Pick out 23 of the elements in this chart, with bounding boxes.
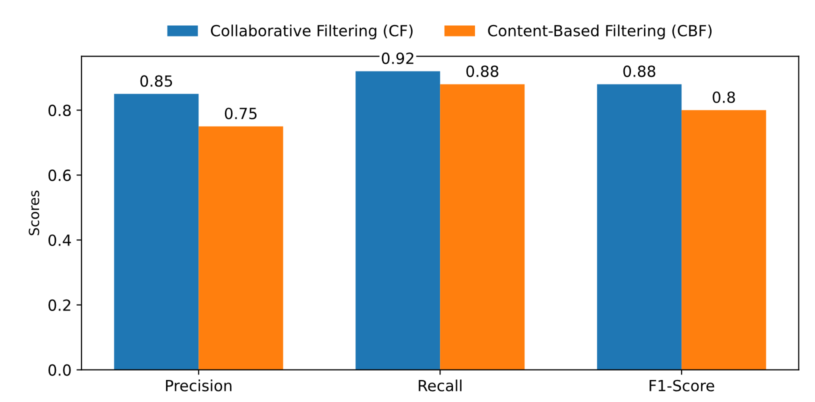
data-label: 0.8	[712, 91, 735, 104]
legend-label: Content-Based Filtering (CBF)	[488, 24, 712, 40]
bar	[440, 84, 525, 370]
y-tick-label: 0.6	[48, 170, 71, 182]
bar	[356, 71, 440, 370]
y-tick-label: 0.0	[48, 364, 71, 376]
bar	[198, 126, 284, 370]
data-label: 0.85	[140, 75, 172, 87]
bar	[597, 84, 682, 370]
y-axis-title: Scores	[28, 190, 40, 236]
y-tick-label: 0.4	[48, 234, 71, 246]
y-tick-label: 0.2	[48, 299, 70, 311]
legend-label: Collaborative Filtering (CF)	[210, 24, 413, 40]
x-tick-label: Recall	[418, 380, 462, 392]
y-tick-label: 0.8	[48, 104, 71, 116]
data-label: 0.75	[224, 108, 257, 120]
data-label: 0.92	[382, 52, 414, 64]
bar	[682, 110, 766, 370]
data-label: 0.88	[623, 66, 656, 78]
x-tick-label: Precision	[166, 380, 232, 392]
data-label: 0.88	[466, 66, 498, 78]
bar	[114, 94, 199, 370]
x-tick-label: F1-Score	[650, 380, 714, 392]
